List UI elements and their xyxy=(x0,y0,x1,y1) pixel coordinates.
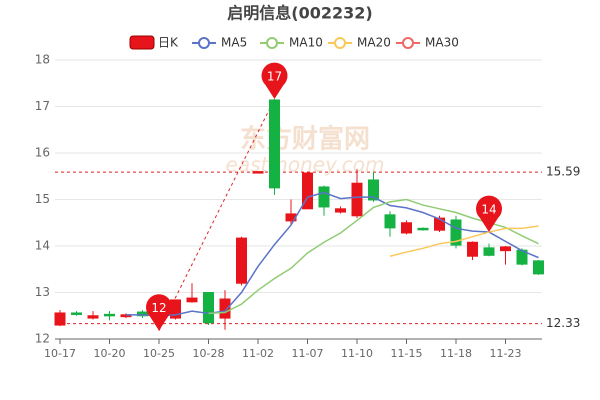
y-tick-label: 15 xyxy=(35,192,50,206)
legend-label: MA30 xyxy=(425,36,459,50)
y-tick-label: 14 xyxy=(35,239,50,253)
candle-body xyxy=(450,219,462,246)
candle-body xyxy=(219,298,231,319)
legend-label: MA20 xyxy=(357,36,391,50)
x-tick-label: 11-23 xyxy=(490,347,522,360)
marker-label: 12 xyxy=(151,301,166,315)
x-tick-label: 11-18 xyxy=(440,347,472,360)
x-tick-label: 11-02 xyxy=(242,347,274,360)
x-tick-label: 10-20 xyxy=(94,347,126,360)
candle-body xyxy=(483,247,495,256)
candle-body xyxy=(533,260,544,275)
marker-pin xyxy=(261,62,288,100)
candle-body xyxy=(368,179,379,201)
marker-pin xyxy=(146,294,173,331)
x-tick-label: 10-28 xyxy=(193,347,225,360)
chart-title: 启明信息(002232) xyxy=(227,4,372,23)
candle-body xyxy=(87,315,99,319)
candle-body xyxy=(186,297,198,303)
legend-label: 日K xyxy=(158,36,179,50)
y-tick-label: 13 xyxy=(35,285,50,299)
candle-body xyxy=(417,227,429,231)
candle-body xyxy=(104,313,115,317)
ma-line xyxy=(389,225,539,257)
candle-body xyxy=(236,237,247,284)
candle-body xyxy=(71,312,82,315)
candle-body xyxy=(318,186,330,208)
y-tick-label: 18 xyxy=(35,53,50,67)
candle-body xyxy=(384,214,396,229)
candle-body xyxy=(500,246,511,252)
legend-label: MA10 xyxy=(289,36,323,50)
reference-label: 15.59 xyxy=(546,165,580,179)
x-tick-label: 11-10 xyxy=(341,347,373,360)
x-tick-label: 11-15 xyxy=(391,347,423,360)
candle-body xyxy=(434,217,445,231)
legend-icon xyxy=(198,37,210,49)
reference-label: 12.33 xyxy=(546,316,580,330)
legend-icon xyxy=(402,37,414,49)
marker-label: 17 xyxy=(267,70,282,84)
candle-body xyxy=(467,241,478,257)
ma-line xyxy=(126,191,539,317)
x-tick-label: 10-17 xyxy=(44,347,76,360)
candle-body xyxy=(54,312,66,326)
candle-body xyxy=(137,311,148,317)
watermark: 东方财富网 xyxy=(240,124,370,155)
y-tick-label: 16 xyxy=(35,146,50,160)
candle-body xyxy=(401,222,412,234)
marker-label: 14 xyxy=(481,203,496,217)
legend-icon xyxy=(266,37,278,49)
y-tick-label: 12 xyxy=(35,332,50,346)
candle-body xyxy=(252,171,264,174)
candle-body xyxy=(203,292,214,324)
candle-body xyxy=(351,182,363,217)
marker-pin xyxy=(476,195,503,233)
y-tick-label: 17 xyxy=(35,99,50,113)
x-tick-label: 11-07 xyxy=(292,347,324,360)
marker-link xyxy=(158,98,275,331)
candle-body xyxy=(269,99,280,189)
legend-icon xyxy=(334,37,346,49)
legend-label: MA5 xyxy=(221,36,247,50)
x-tick-label: 10-25 xyxy=(143,347,175,360)
candle-body xyxy=(302,172,313,210)
legend-icon xyxy=(129,35,155,50)
candle-body xyxy=(335,208,346,213)
